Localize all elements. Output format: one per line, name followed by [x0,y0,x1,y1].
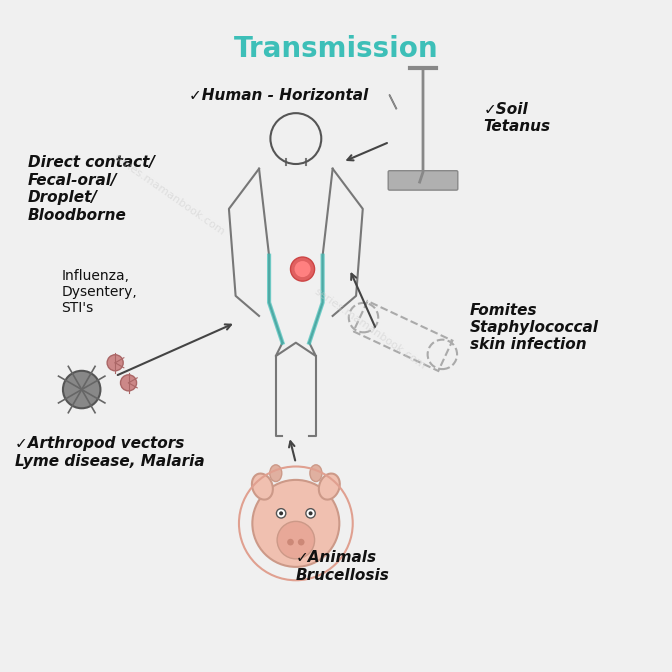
Text: series.mamanbook.com: series.mamanbook.com [312,287,427,372]
Circle shape [279,511,283,515]
Circle shape [294,261,310,277]
Text: Fomites
Staphylococcal
skin infection: Fomites Staphylococcal skin infection [470,302,599,352]
Circle shape [298,539,304,546]
Circle shape [63,371,100,409]
Circle shape [253,480,339,567]
Circle shape [276,509,286,518]
Text: Direct contact/
Fecal-oral/
Droplet/
Bloodborne: Direct contact/ Fecal-oral/ Droplet/ Blo… [28,155,155,222]
Circle shape [290,257,314,281]
Ellipse shape [319,474,340,499]
Circle shape [308,511,312,515]
Circle shape [120,375,136,391]
Ellipse shape [310,465,322,482]
Text: ✓Arthropod vectors
Lyme disease, Malaria: ✓Arthropod vectors Lyme disease, Malaria [15,436,204,469]
Circle shape [306,509,315,518]
Text: ✓Soil
Tetanus: ✓Soil Tetanus [483,101,550,134]
Text: Influenza,
Dysentery,
STI's: Influenza, Dysentery, STI's [62,269,137,315]
Text: ✓Animals
Brucellosis: ✓Animals Brucellosis [296,550,390,583]
Text: Transmission: Transmission [234,35,438,63]
Circle shape [287,539,294,546]
FancyBboxPatch shape [388,171,458,190]
Circle shape [107,355,123,371]
Text: ✓Human - Horizontal: ✓Human - Horizontal [189,89,368,103]
Ellipse shape [269,465,282,482]
Circle shape [277,521,314,559]
Text: series.mamanbook.com: series.mamanbook.com [111,153,226,238]
Ellipse shape [252,474,273,499]
